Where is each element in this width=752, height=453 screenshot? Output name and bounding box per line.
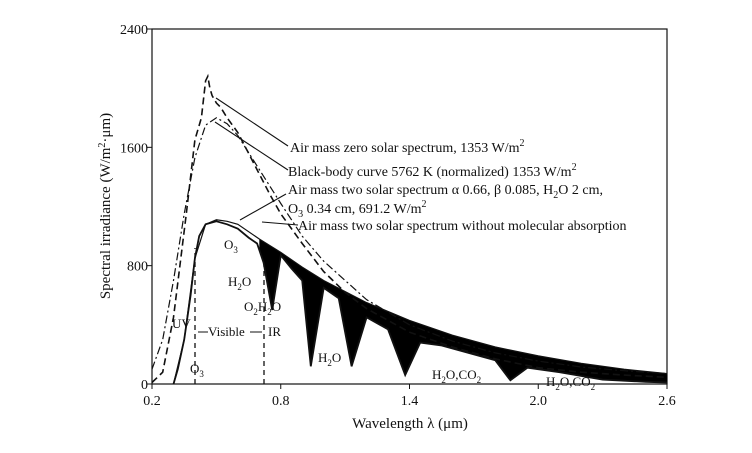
annotation-air-mass-zero: Air mass zero solar spectrum, 1353 W/m2 [290,138,525,156]
svg-text:O3: O3 [224,237,238,255]
h2o-co2-label-2: H2O,CO2 [546,374,595,392]
series-air-mass-two [172,220,668,385]
uv-label: UV [172,316,191,331]
h2o-label-1: H2O [228,274,251,292]
x-tick-label: 0.2 [143,394,161,409]
series-lines [151,73,668,385]
svg-text:H2O: H2O [318,350,341,368]
visible-label: Visible [208,324,245,339]
o2-h2o-label: O2H2O [244,299,281,317]
o3-label-top: O3 [224,237,238,255]
y-tick-label: 0 [141,378,148,393]
h2o-co2-label-1: H2O,CO2 [432,367,481,385]
series-air-mass-zero [151,73,668,384]
svg-text:H2O,CO2: H2O,CO2 [546,374,595,392]
h2o-label-2: H2O [318,350,341,368]
annotation-air-mass-two-no-absorption: Air mass two solar spectrum without mole… [298,219,627,234]
x-tick-label: 2.0 [530,394,548,409]
ir-label: IR [268,324,281,339]
axis-ticks: 0.2 0.8 1.4 2.0 2.6 0 800 1600 2400 [120,23,676,409]
y-tick-label: 1600 [120,141,148,156]
svg-text:O2H2O: O2H2O [244,299,281,317]
annotation-black-body: Black-body curve 5762 K (normalized) 135… [288,162,577,180]
y-axis-label: Spectral irradiance (W/m2·μm) [97,113,114,299]
leader-lines [214,97,299,226]
x-axis-label: Wavelength λ (μm) [352,416,468,432]
svg-text:H2O: H2O [228,274,251,292]
series-black-body [151,117,668,375]
svg-text:O3: O3 [190,361,204,379]
x-tick-label: 2.6 [658,394,676,409]
y-tick-label: 2400 [120,23,148,38]
x-tick-label: 1.4 [401,394,419,409]
o3-label-bottom: O3 [190,361,204,379]
svg-text:H2O,CO2: H2O,CO2 [432,367,481,385]
annotation-air-mass-two-line2: O3 0.34 cm, 691.2 W/m2 [288,199,426,220]
x-tick-label: 0.8 [272,394,290,409]
series-air-mass-two-no-absorption [172,219,668,385]
y-tick-label: 800 [127,260,148,275]
annotation-air-mass-two-line1: Air mass two solar spectrum α 0.66, β 0.… [288,183,603,201]
